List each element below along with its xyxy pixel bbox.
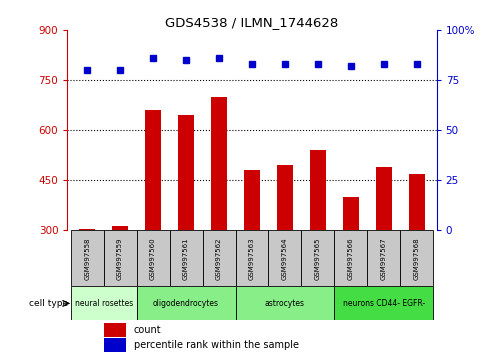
Text: GSM997558: GSM997558 (84, 237, 90, 280)
Text: GSM997567: GSM997567 (381, 237, 387, 280)
FancyBboxPatch shape (367, 230, 400, 286)
Text: percentile rank within the sample: percentile rank within the sample (134, 340, 299, 350)
Text: oligodendrocytes: oligodendrocytes (153, 299, 219, 308)
Bar (178, 115, 194, 230)
FancyBboxPatch shape (334, 230, 367, 286)
FancyBboxPatch shape (104, 230, 137, 286)
Bar (145, 110, 161, 230)
FancyBboxPatch shape (236, 230, 268, 286)
FancyBboxPatch shape (334, 286, 433, 320)
Text: count: count (134, 325, 162, 335)
Bar (112, 226, 128, 230)
Text: GSM997565: GSM997565 (315, 237, 321, 280)
FancyBboxPatch shape (137, 230, 170, 286)
Text: GSM997563: GSM997563 (249, 237, 255, 280)
Text: astrocytes: astrocytes (265, 299, 305, 308)
Bar (104, 338, 126, 352)
Bar (79, 229, 95, 230)
Bar (310, 150, 326, 230)
Bar (409, 173, 425, 230)
FancyBboxPatch shape (268, 230, 301, 286)
Text: cell type: cell type (29, 299, 68, 308)
Text: neural rosettes: neural rosettes (74, 299, 133, 308)
Bar (343, 197, 359, 230)
FancyBboxPatch shape (71, 286, 137, 320)
Title: GDS4538 / ILMN_1744628: GDS4538 / ILMN_1744628 (165, 16, 339, 29)
FancyBboxPatch shape (203, 230, 236, 286)
FancyBboxPatch shape (236, 286, 334, 320)
Text: GSM997568: GSM997568 (414, 237, 420, 280)
FancyBboxPatch shape (137, 286, 236, 320)
FancyBboxPatch shape (170, 230, 203, 286)
Text: GSM997566: GSM997566 (348, 237, 354, 280)
Text: GSM997560: GSM997560 (150, 237, 156, 280)
Text: GSM997564: GSM997564 (282, 237, 288, 280)
FancyBboxPatch shape (301, 230, 334, 286)
Bar (104, 324, 126, 337)
Bar (244, 170, 260, 230)
FancyBboxPatch shape (400, 230, 433, 286)
Bar (211, 97, 227, 230)
Text: GSM997559: GSM997559 (117, 237, 123, 280)
Bar (277, 165, 293, 230)
Text: GSM997561: GSM997561 (183, 237, 189, 280)
Text: GSM997562: GSM997562 (216, 237, 222, 280)
Bar (376, 167, 392, 230)
FancyBboxPatch shape (71, 230, 104, 286)
Text: neurons CD44- EGFR-: neurons CD44- EGFR- (343, 299, 425, 308)
